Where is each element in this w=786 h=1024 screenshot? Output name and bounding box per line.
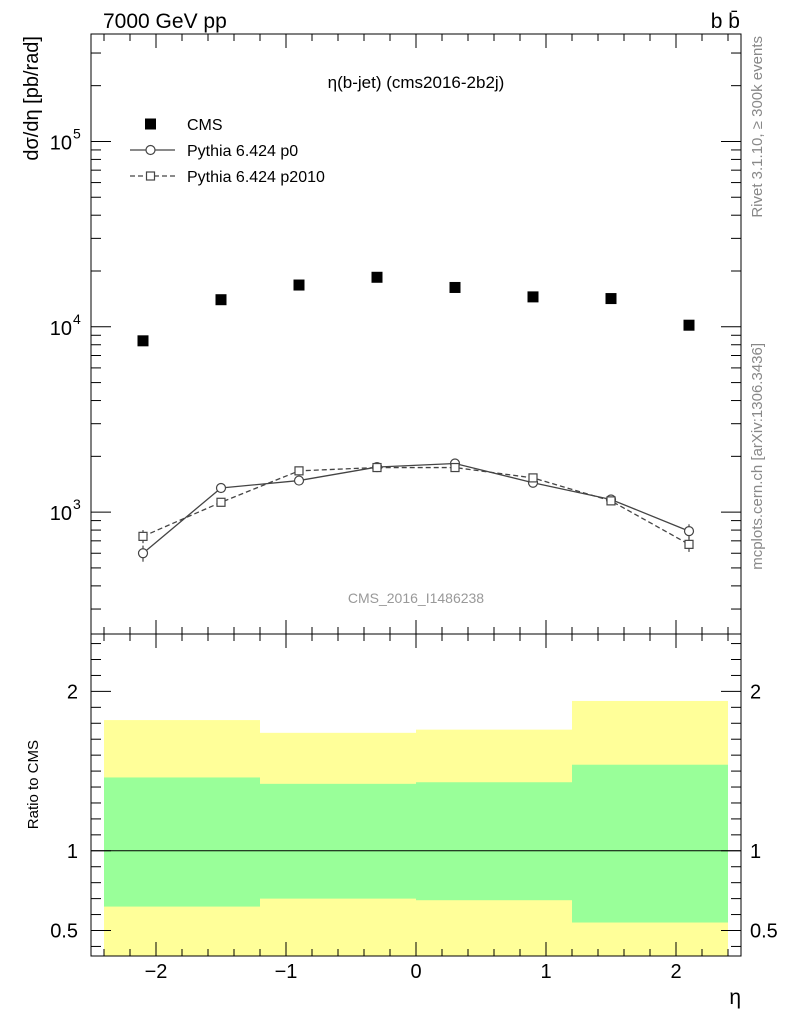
point-cms bbox=[605, 293, 617, 305]
ratio-y-tick-label: 1 bbox=[67, 841, 78, 863]
x-tick-label: −1 bbox=[275, 961, 298, 983]
legend-marker bbox=[145, 144, 156, 156]
main-ylabel: dσ/dη [pb/rad] bbox=[21, 36, 43, 161]
x-tick-label: 0 bbox=[410, 961, 421, 983]
ratio-y-tick-label: 1 bbox=[750, 841, 761, 863]
series-line-pythia-6-424-p2010 bbox=[142, 466, 690, 545]
main-title: η(b-jet) (cms2016-2b2j) bbox=[328, 73, 505, 92]
point-cms bbox=[683, 319, 695, 331]
point-pythia-6-424-p2010 bbox=[684, 539, 694, 549]
ratio-band-inner bbox=[416, 782, 572, 901]
legend-label: Pythia 6.424 p0 bbox=[187, 143, 298, 160]
main-y-tick-label: 10 bbox=[50, 132, 72, 154]
point-pythia-6-424-p0 bbox=[137, 548, 149, 559]
x-tick-label: 2 bbox=[670, 961, 681, 983]
main-y-tick-exponent: 4 bbox=[73, 311, 81, 327]
point-pythia-6-424-p2010 bbox=[216, 497, 226, 507]
point-pythia-6-424-p2010 bbox=[606, 496, 616, 506]
x-tick-label: 1 bbox=[540, 961, 551, 983]
ratio-ylabel: Ratio to CMS bbox=[25, 740, 42, 829]
point-pythia-6-424-p2010 bbox=[138, 531, 148, 541]
ratio-y-tick-label: 0.5 bbox=[50, 920, 78, 942]
point-pythia-6-424-p0 bbox=[215, 482, 227, 494]
ratio-y-tick-label: 2 bbox=[67, 681, 78, 703]
point-pythia-6-424-p0 bbox=[683, 526, 695, 537]
ratio-xlabel: η bbox=[729, 986, 741, 1009]
point-cms bbox=[137, 335, 149, 347]
series-line-pythia-6-424-p0 bbox=[142, 462, 690, 554]
ratio-band-inner bbox=[572, 764, 728, 923]
main-watermark: CMS_2016_I1486238 bbox=[348, 590, 484, 606]
header-left: 7000 GeV pp bbox=[103, 10, 227, 33]
point-pythia-6-424-p2010 bbox=[294, 466, 304, 476]
legend-label: Pythia 6.424 p2010 bbox=[187, 169, 325, 186]
point-cms bbox=[293, 279, 305, 291]
rivet-label: Rivet 3.1.10, ≥ 300k events bbox=[749, 36, 766, 218]
point-pythia-6-424-p2010 bbox=[372, 462, 382, 473]
point-cms bbox=[527, 291, 539, 303]
ratio-panel: −2 −1 0 1 2 0.5 0.5 1 1 2 2 Ratio to CMS η bbox=[25, 633, 778, 1009]
main-y-tick-label: 10 bbox=[50, 503, 72, 525]
legend-marker bbox=[145, 118, 156, 130]
ratio-y-tick-label: 2 bbox=[750, 681, 761, 703]
point-pythia-6-424-p0 bbox=[293, 475, 305, 486]
point-cms bbox=[371, 271, 383, 283]
main-y-tick-exponent: 5 bbox=[73, 125, 81, 141]
main-y-tick-label: 10 bbox=[50, 318, 72, 340]
ratio-band-inner bbox=[260, 783, 416, 899]
header-right: b b̄ bbox=[711, 10, 740, 33]
legend: CMS Pythia 6.424 p0 Pythia 6.424 p2010 bbox=[130, 117, 325, 186]
ratio-y-tick-label: 0.5 bbox=[750, 920, 778, 942]
point-cms bbox=[215, 294, 227, 306]
ratio-band-inner bbox=[104, 777, 260, 907]
point-pythia-6-424-p2010 bbox=[528, 473, 538, 483]
mcplots-label: mcplots.cern.ch [arXiv:1306.3436] bbox=[749, 343, 766, 570]
legend-marker bbox=[145, 171, 156, 181]
legend-label: CMS bbox=[187, 117, 223, 134]
main-y-tick-exponent: 3 bbox=[73, 496, 81, 512]
point-pythia-6-424-p2010 bbox=[450, 462, 460, 473]
point-cms bbox=[449, 281, 461, 293]
x-tick-label: −2 bbox=[145, 961, 168, 983]
